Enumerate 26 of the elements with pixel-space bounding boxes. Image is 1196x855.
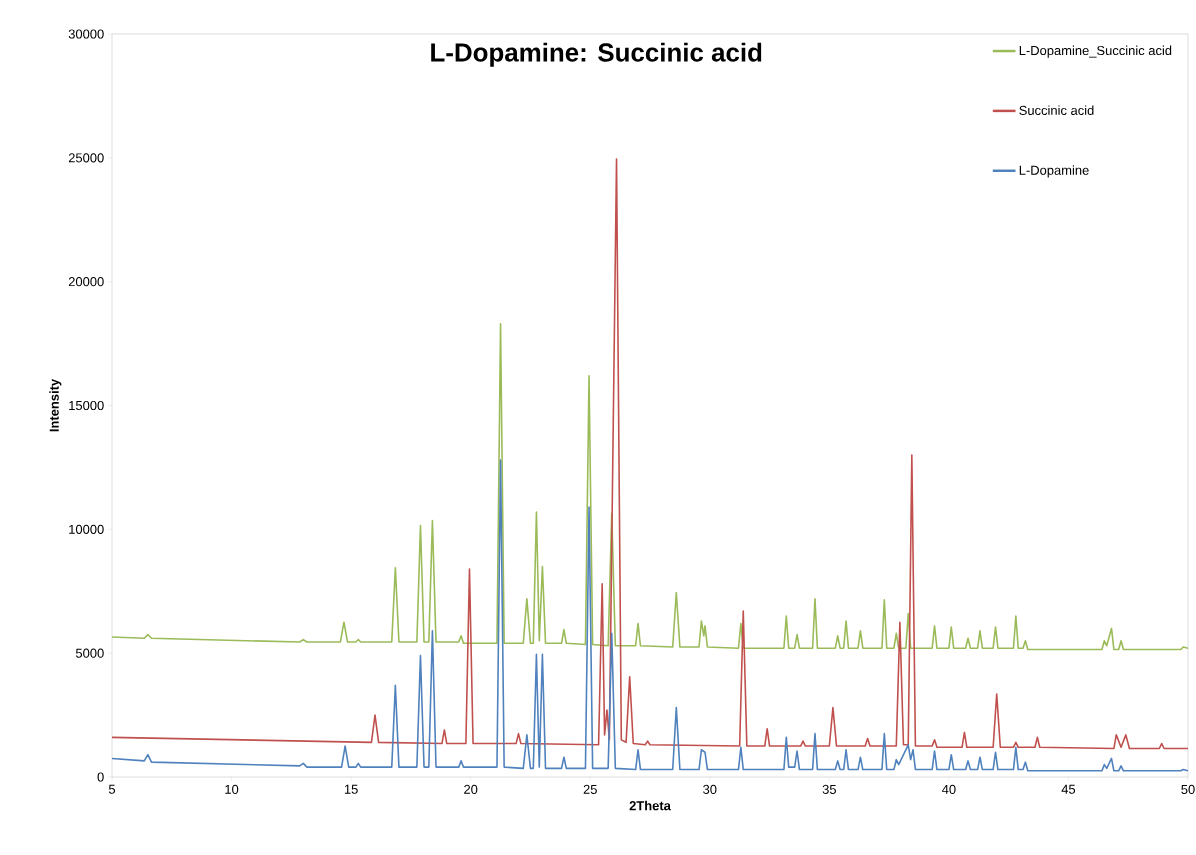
y-axis-title: Intensity [49, 378, 62, 432]
legend-label: L-Dopamine_Succinic acid [1019, 45, 1172, 58]
line-series [112, 459, 1188, 772]
legend-label: Succinic acid [1019, 105, 1094, 115]
y-tick-label: 10000 [69, 524, 104, 534]
x-tick-label: 15 [344, 784, 358, 794]
y-tick-label: 25000 [68, 153, 104, 163]
chart-title: L-Dopamine: Succinic acid [431, 42, 762, 67]
x-tick-label: 35 [822, 784, 836, 794]
x-tick-label: 5 [108, 784, 116, 794]
y-tick-label: 15000 [69, 400, 104, 411]
x-tick-label: 45 [1061, 784, 1076, 794]
legend-label: L-Dopamine [1019, 165, 1089, 178]
y-tick-label: 20000 [68, 277, 104, 287]
x-tick-label: 10 [225, 784, 239, 794]
line-series [112, 158, 1188, 750]
line-series [112, 322, 1188, 651]
x-axis-title: 2Theta [629, 800, 671, 811]
x-tick-label: 25 [583, 784, 597, 794]
x-tick-label: 30 [703, 784, 717, 794]
y-tick-label: 5000 [75, 648, 104, 658]
y-tick-label: 0 [97, 772, 104, 782]
x-tick-label: 40 [941, 784, 956, 794]
y-tick-label: 30000 [68, 29, 104, 39]
x-tick-label: 20 [464, 784, 478, 794]
x-tick-label: 50 [1181, 784, 1195, 794]
